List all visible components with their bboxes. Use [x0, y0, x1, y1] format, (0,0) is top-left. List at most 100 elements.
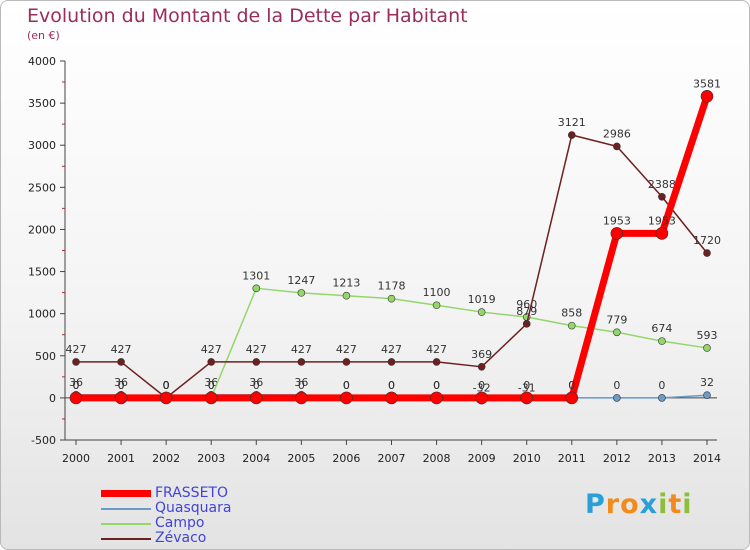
data-label: 0: [343, 379, 350, 392]
data-label: 674: [651, 322, 672, 335]
data-label: 0: [433, 379, 440, 392]
legend-swatch: [101, 490, 151, 497]
data-label: 0: [433, 379, 440, 392]
data-label: 0: [568, 379, 575, 392]
data-label: 0: [658, 379, 665, 392]
data-point: [613, 328, 621, 337]
data-point: [703, 344, 711, 352]
legend-label: FRASSETO: [155, 485, 228, 501]
data-point: [204, 391, 218, 405]
data-label: 427: [201, 343, 222, 356]
data-label: 858: [561, 307, 582, 320]
data-point: [295, 391, 308, 405]
data-point: [565, 391, 579, 405]
data-label: 0: [478, 379, 485, 392]
data-point: [430, 391, 443, 405]
data-label: 427: [426, 343, 447, 356]
legend-swatch: [101, 507, 151, 510]
data-label: 36: [114, 376, 128, 389]
y-tick-label: 3000: [28, 139, 56, 152]
data-label: 0: [298, 379, 305, 392]
data-point: [475, 391, 488, 405]
x-tick-label: 2009: [468, 452, 496, 465]
data-label: 2986: [603, 127, 631, 140]
data-point: [114, 391, 128, 405]
data-label: 1301: [242, 269, 270, 282]
data-point: [252, 284, 261, 293]
y-tick-label: 500: [35, 350, 56, 363]
proxiti-logo: Proxiti: [585, 489, 693, 520]
data-label: 2388: [648, 178, 676, 191]
data-point: [520, 391, 534, 405]
chart-legend: FRASSETO Quasquara Campo Zévaco: [101, 486, 231, 546]
data-point: [72, 358, 80, 366]
data-label: 427: [381, 343, 402, 356]
data-label: 0: [73, 379, 80, 392]
data-label: 369: [471, 348, 492, 361]
data-point: [567, 131, 576, 139]
legend-swatch: [101, 522, 151, 525]
data-point: [252, 358, 261, 366]
x-tick-label: 2003: [197, 452, 225, 465]
data-label: 0: [208, 379, 215, 392]
data-point: [610, 227, 624, 240]
data-label: 0: [388, 379, 395, 392]
data-label: 879: [516, 305, 537, 318]
legend-item-quasquara: Quasquara: [101, 501, 231, 516]
y-tick-label: 0: [49, 392, 56, 405]
data-point: [567, 321, 576, 330]
data-label: 0: [163, 379, 170, 392]
data-point: [477, 363, 486, 371]
series-zevaco: 427 427 0 427 427 427 427 427 427 369 879 3121 2986 2…: [66, 116, 721, 402]
data-label: 1720: [693, 234, 721, 247]
data-point: [297, 289, 306, 297]
x-tick-label: 2011: [558, 452, 586, 465]
data-label: -31: [518, 381, 536, 394]
data-point: [387, 294, 396, 303]
data-label: 593: [697, 329, 718, 342]
data-label: -32: [473, 382, 491, 395]
data-point: [613, 142, 621, 151]
y-tick-label: 2000: [28, 223, 56, 236]
y-tick-label: 1500: [28, 266, 56, 279]
data-label: 36: [69, 376, 83, 389]
data-point: [342, 291, 351, 300]
y-tick-label: 1000: [28, 308, 56, 321]
data-point: [522, 320, 531, 328]
data-label: 0: [73, 379, 80, 392]
data-point: [340, 391, 353, 405]
x-tick-label: 2001: [107, 452, 135, 465]
chart-subtitle: (en €): [27, 29, 60, 42]
data-label: 3121: [558, 116, 586, 129]
x-tick-label: 2014: [693, 452, 721, 465]
data-point: [159, 391, 173, 405]
x-tick-label: 2010: [513, 452, 541, 465]
legend-item-frasseto: FRASSETO: [101, 486, 231, 501]
legend-item-campo: Campo: [101, 516, 231, 531]
data-point: [703, 391, 711, 399]
x-tick-label: 2000: [62, 452, 90, 465]
data-label: 1213: [332, 277, 360, 290]
data-label: 0: [118, 379, 125, 392]
data-label: 0: [523, 379, 530, 392]
data-label: 0: [163, 379, 170, 392]
legend-label: Quasquara: [155, 500, 232, 516]
data-point: [117, 358, 125, 366]
data-point: [432, 301, 441, 310]
y-tick-label: 3500: [28, 97, 56, 110]
data-point: [69, 391, 83, 405]
x-tick-label: 2005: [287, 452, 315, 465]
data-label: 427: [66, 343, 87, 356]
data-label: 0: [163, 379, 170, 392]
data-label: 1100: [423, 286, 451, 299]
data-point: [700, 89, 714, 103]
y-tick-label: -500: [31, 434, 56, 447]
data-label: 36: [294, 376, 308, 389]
data-label: 36: [249, 376, 263, 389]
data-point: [703, 249, 711, 257]
data-label: 0: [163, 379, 170, 392]
data-label: 427: [336, 343, 357, 356]
data-label: 0: [343, 379, 350, 392]
